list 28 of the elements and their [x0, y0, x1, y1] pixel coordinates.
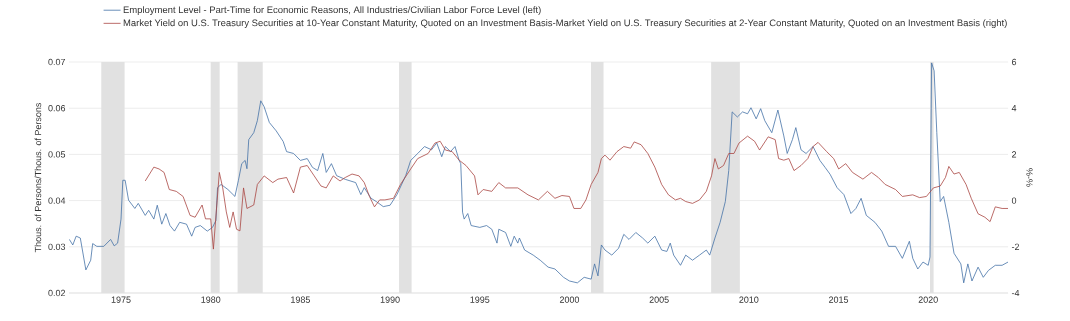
x-tick-label: 2005: [649, 296, 669, 303]
y-axis-title: Thous. of Persons/Thous. of Persons: [34, 103, 42, 253]
y2-tick-label: 4: [1011, 105, 1017, 112]
y2-tick-label: 2: [1012, 151, 1017, 158]
legend-label: Employment Level - Part-Time for Economic Reasons, All Industries/Civilian Labor Force Level (left): [123, 6, 541, 15]
y2-tick-label: -4: [1011, 289, 1020, 297]
line-series: [144, 135, 1009, 250]
y2-tick-label: 6: [1012, 58, 1017, 66]
x-tick-label: 2020: [918, 296, 938, 303]
x-tick-label: 1990: [380, 296, 400, 303]
x-tick-label: 2015: [828, 296, 849, 303]
y2-tick-label: -2: [1011, 243, 1020, 250]
x-tick-label: 2010: [739, 296, 759, 303]
legend-label: Market Yield on U.S. Treasury Securities at 10-Year Constant Maturity, Quoted on an Investment Basis-Market Yield on U.S. Treasury Securities at 2-Year Constant Maturity, Quoted on an Investment Basis (right): [123, 19, 1007, 29]
line-series: [69, 62, 1009, 284]
y-tick-label: 0.07: [48, 58, 66, 66]
y2-axis-title: %-%: [1026, 168, 1033, 187]
y-tick-label: 0.03: [48, 243, 66, 250]
x-tick-label: 1985: [291, 296, 310, 303]
x-tick-label: 1975: [111, 296, 131, 303]
y-tick-label: 0.05: [48, 151, 66, 158]
y-tick-label: 0.06: [48, 105, 66, 112]
y-tick-label: 0.02: [48, 289, 66, 297]
y2-tick-label: 0: [1011, 197, 1017, 204]
x-tick-label: 1980: [201, 296, 221, 303]
x-tick-label: 1995: [470, 296, 490, 303]
y-tick-label: 0.04: [48, 197, 66, 204]
x-tick-label: 2000: [559, 296, 580, 303]
